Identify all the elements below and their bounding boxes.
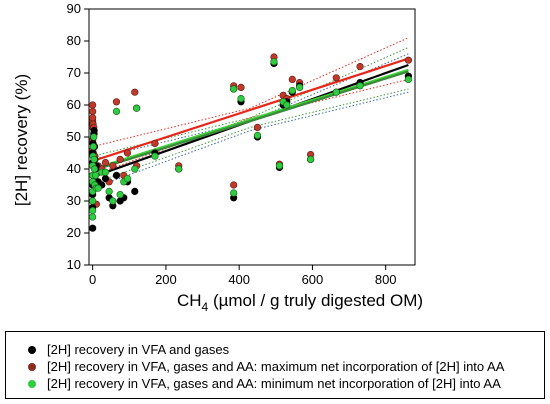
legend-label: [2H] recovery in VFA, gases and AA: maxi… <box>47 359 505 374</box>
data-point <box>101 175 110 183</box>
data-point <box>89 143 97 151</box>
data-point <box>89 213 97 221</box>
data-point <box>90 133 98 141</box>
data-point <box>90 127 98 135</box>
data-point <box>270 58 278 66</box>
data-point <box>133 104 141 112</box>
legend-marker-green <box>28 379 36 388</box>
data-point <box>175 165 183 173</box>
data-point <box>131 165 139 173</box>
data-point <box>288 75 296 83</box>
data-point <box>275 162 284 170</box>
legend-item-max-aa: [2H] recovery in VFA, gases and AA: maxi… <box>28 358 504 375</box>
data-point <box>230 85 238 93</box>
plot-frame <box>88 8 416 266</box>
data-point <box>332 74 340 82</box>
data-point <box>89 114 97 122</box>
confidence-band-upper <box>92 37 409 148</box>
data-point <box>230 189 238 197</box>
data-point <box>404 75 413 83</box>
y-tick-label: 30 <box>67 193 81 208</box>
confidence-band-lower <box>92 91 409 189</box>
data-point <box>112 107 121 115</box>
regression-line <box>92 57 409 163</box>
data-point <box>116 155 124 163</box>
data-point <box>356 82 364 90</box>
legend-item-min-aa: [2H] recovery in VFA, gases and AA: mini… <box>28 375 501 392</box>
y-tick-label: 70 <box>67 65 81 80</box>
data-point <box>307 155 315 163</box>
x-tick-label: 0 <box>89 272 96 287</box>
scatter-chart: 10 20 30 40 50 60 70 80 90 0 200 400 600 800 CH4 (µm… <box>12 1 423 314</box>
data-point <box>123 149 132 157</box>
data-point <box>109 197 117 205</box>
y-axis: 10 20 30 40 50 60 70 80 90 <box>67 1 89 272</box>
data-point <box>253 123 262 131</box>
data-point <box>151 152 159 160</box>
data-point <box>112 98 121 106</box>
legend-marker-red <box>28 362 36 371</box>
y-tick-label: 20 <box>67 225 81 240</box>
data-point <box>288 86 296 95</box>
y-tick-label: 80 <box>67 33 81 48</box>
data-point <box>296 83 304 91</box>
regression-line <box>92 68 409 171</box>
data-point <box>253 131 262 139</box>
confidence-band-upper <box>92 46 409 157</box>
data-point <box>89 224 97 232</box>
legend-label: [2H] recovery in VFA and gases <box>47 342 230 357</box>
data-point <box>151 139 159 147</box>
data-point <box>109 162 117 170</box>
y-tick-label: 10 <box>67 257 81 272</box>
data-point <box>116 191 124 199</box>
data-point <box>123 175 132 183</box>
regression-line <box>92 70 409 172</box>
data-point <box>89 107 97 115</box>
data-point <box>101 159 110 167</box>
y-tick-label: 60 <box>67 97 81 112</box>
legend: [2H] recovery in VFA and gases [2H] reco… <box>5 331 545 399</box>
data-point <box>230 181 238 189</box>
x-tick-label: 600 <box>302 272 324 287</box>
y-tick-label: 90 <box>67 1 81 16</box>
x-tick-label: 400 <box>228 272 250 287</box>
legend-label: [2H] recovery in VFA, gases and AA: mini… <box>47 376 501 391</box>
data-point <box>332 88 340 96</box>
legend-item-vfa-gases: [2H] recovery in VFA and gases <box>28 341 229 358</box>
x-tick-label: 200 <box>155 272 177 287</box>
y-tick-label: 40 <box>67 161 81 176</box>
data-point <box>131 88 139 96</box>
data-point <box>101 168 110 176</box>
x-tick-label: 800 <box>375 272 397 287</box>
data-point <box>91 171 100 179</box>
plot-area <box>88 8 416 266</box>
data-point <box>105 187 113 195</box>
data-point <box>90 155 98 163</box>
y-axis-title: [2H] recovery (%) <box>12 74 31 206</box>
data-point <box>237 83 245 91</box>
data-point <box>112 171 121 179</box>
confidence-band-lower <box>92 88 409 184</box>
x-axis: 0 200 400 600 800 <box>89 265 397 287</box>
data-point <box>283 101 291 109</box>
data-point <box>89 101 97 109</box>
data-point <box>237 94 245 103</box>
data-point <box>131 187 139 195</box>
y-tick-label: 50 <box>67 129 81 144</box>
data-point <box>90 165 99 173</box>
x-axis-title: CH4 (µmol / g truly digested OM) <box>177 291 423 314</box>
data-point <box>94 184 102 192</box>
data-point <box>356 62 364 71</box>
data-point <box>89 207 97 215</box>
legend-marker-black <box>28 345 36 354</box>
data-point <box>89 197 97 205</box>
data-point <box>404 56 413 64</box>
